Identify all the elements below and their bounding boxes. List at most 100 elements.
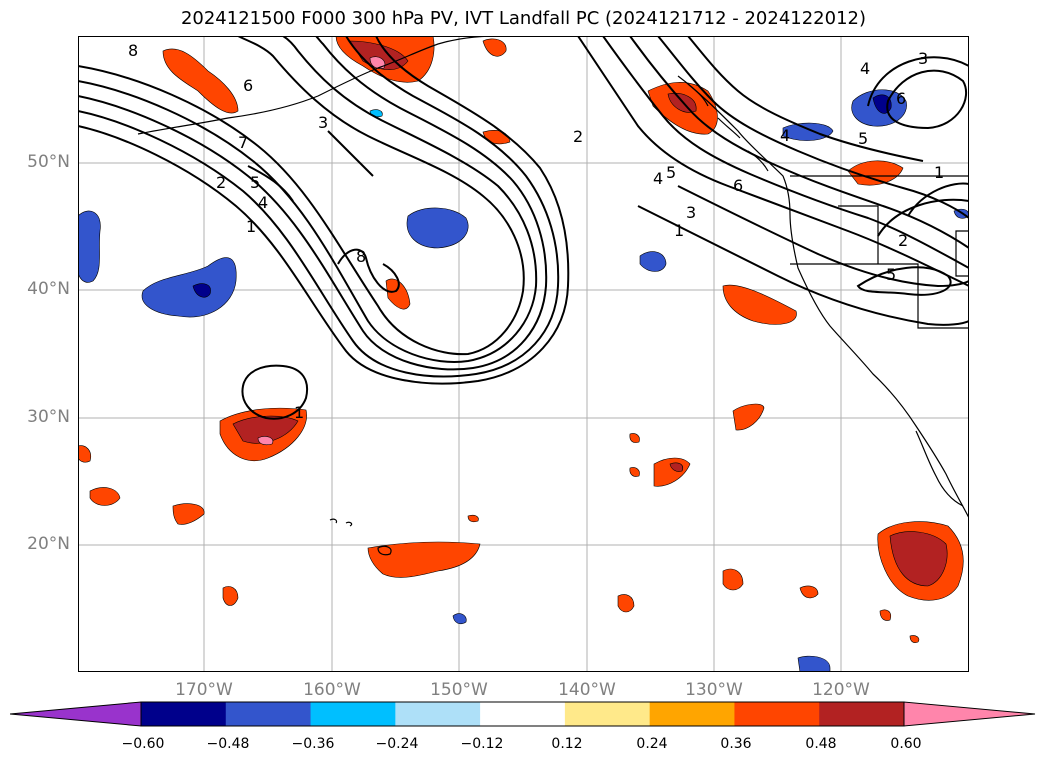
positive-anomaly [909, 635, 920, 643]
map-panel: 8 6 7 3 2 5 4 1 8 1 2 4 3 5 3 1 6 4 6 4 … [78, 36, 969, 672]
contour-label: 1 [674, 221, 684, 240]
border-state [790, 263, 969, 329]
lat-label-20n: 20°N [27, 534, 70, 554]
contour-label: 3 [686, 203, 696, 222]
pv-contour [602, 36, 969, 269]
colorbar-segment [564, 702, 651, 726]
contour-label: 3 [318, 113, 328, 132]
contour-label: 4 [653, 169, 663, 188]
pv-contour [687, 36, 924, 162]
negative-anomaly [78, 210, 101, 283]
negative-anomaly [639, 251, 667, 272]
contour-label: 4 [780, 126, 790, 145]
positive-anomaly [722, 568, 744, 591]
positive-anomaly [799, 585, 819, 599]
positive-anomaly [653, 457, 691, 487]
colorbar-tick-label: −0.24 [375, 736, 419, 752]
pv-contours [78, 36, 969, 420]
pv-contour [637, 205, 969, 326]
colorbar-segment [904, 702, 1035, 726]
lat-label-50n: 50°N [27, 152, 70, 172]
pv-contour [877, 198, 969, 237]
lat-label-40n: 40°N [27, 279, 70, 299]
pv-contour [78, 36, 560, 378]
positive-anomaly [732, 403, 765, 431]
lon-label-140w: 140°W [558, 680, 616, 700]
positive-anomaly [367, 541, 481, 578]
border-state-2 [838, 205, 879, 264]
contour-label: 2 [573, 127, 583, 146]
contour-label: 5 [666, 163, 676, 182]
pv-contour [657, 36, 969, 219]
lon-label-150w: 150°W [430, 680, 488, 700]
negative-anomaly [192, 283, 211, 298]
lon-label-170w: 170°W [175, 680, 233, 700]
colorbar-tick-label: −0.48 [206, 736, 250, 752]
colorbar-segment [649, 702, 735, 726]
lon-label-160w: 160°W [303, 680, 361, 700]
contour-label: 8 [128, 41, 138, 60]
colorbar-tick-label: 0.48 [805, 736, 837, 752]
contour-label: 4 [258, 193, 268, 212]
positive-anomaly [232, 415, 299, 444]
colorbar-tick-label: 0.24 [636, 736, 668, 752]
colorbar-frame [140, 701, 905, 727]
positive-anomaly [482, 130, 511, 145]
contour-label: 6 [243, 76, 253, 95]
contour-label: 1 [934, 163, 944, 182]
hawaii-islands [329, 518, 392, 556]
pv-contour [856, 266, 952, 296]
colorbar-segment [480, 702, 566, 726]
lon-label-120w: 120°W [812, 680, 870, 700]
colorbar-segment [819, 702, 905, 726]
contour-label: 2 [898, 231, 908, 250]
positive-anomaly [369, 56, 386, 69]
positive-anomaly [722, 284, 797, 325]
negative-anomaly [782, 122, 834, 141]
colorbar-tick-label: −0.36 [291, 736, 335, 752]
positive-anomaly [669, 462, 683, 472]
pv-contour [247, 130, 374, 202]
positive-anomaly [482, 38, 507, 57]
positive-anomaly [257, 436, 274, 446]
contour-label: 5 [858, 129, 868, 148]
colorbar-segment [310, 702, 396, 726]
pv-contour [78, 36, 548, 371]
contour-label: 6 [733, 176, 743, 195]
colorbar [10, 701, 1036, 727]
pv-contour [677, 185, 969, 288]
contour-label: 3 [918, 49, 928, 68]
colorbar-segments [10, 702, 1035, 726]
pv-contour [629, 36, 969, 249]
colorbar-segment [141, 702, 227, 726]
positive-anomaly [847, 160, 904, 186]
positive-anomaly [467, 514, 479, 523]
positive-anomaly [385, 278, 411, 310]
coastline-alaska [137, 36, 499, 135]
positive-anomaly [629, 433, 640, 443]
positive-anomaly [78, 445, 91, 463]
contour-label: 7 [238, 133, 248, 152]
positive-anomaly [222, 586, 239, 606]
map-frame [78, 36, 969, 672]
lon-label-130w: 130°W [685, 680, 743, 700]
positive-anomaly [162, 48, 239, 114]
colorbar-tick-label: 0.12 [551, 736, 583, 752]
contour-label: 1 [246, 217, 256, 236]
pv-contour [867, 56, 969, 107]
contour-labels: 8 6 7 3 2 5 4 1 8 1 2 4 3 5 3 1 6 4 6 4 … [128, 41, 944, 422]
ivt-pc-shading [78, 36, 969, 672]
positive-anomaly [617, 594, 635, 613]
coastlines [137, 36, 969, 556]
positive-anomaly [172, 503, 205, 525]
pv-contour [241, 364, 308, 420]
negative-anomaly [406, 207, 469, 249]
negative-anomaly [452, 613, 467, 625]
pv-contour [886, 69, 968, 130]
contour-label: 5 [886, 265, 896, 284]
pv-contour [907, 182, 969, 217]
colorbar-segment [225, 702, 312, 726]
contour-label: 2 [216, 173, 226, 192]
colorbar-tick-label: 0.36 [720, 736, 752, 752]
positive-anomaly [89, 487, 121, 506]
